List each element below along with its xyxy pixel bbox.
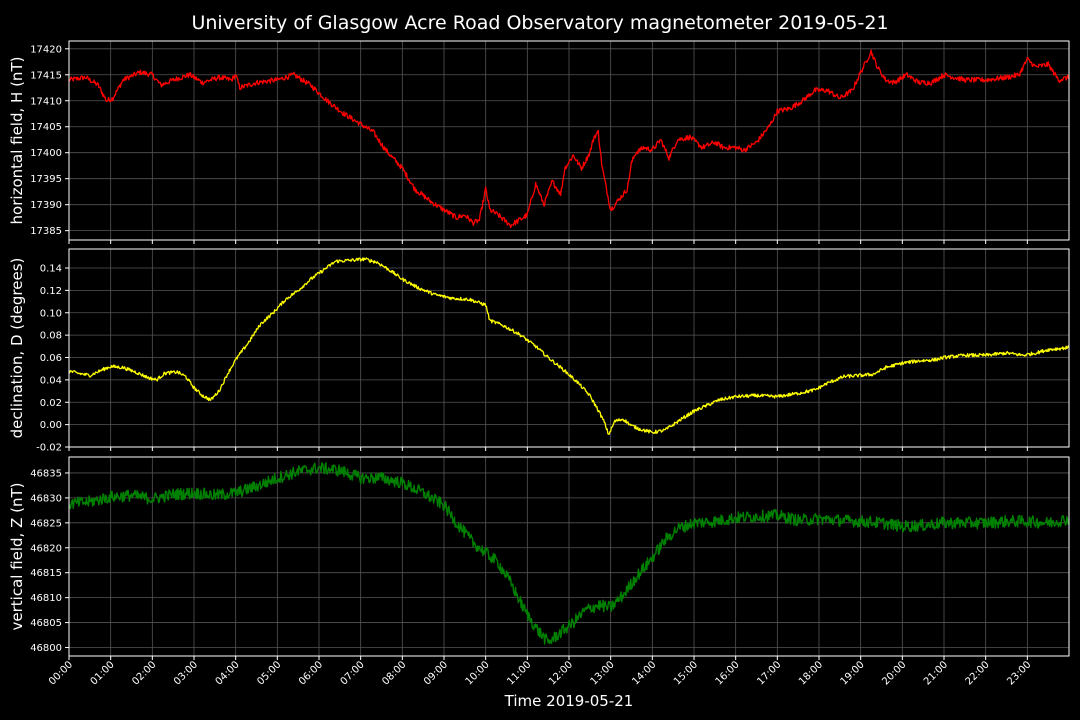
y-tick-label: 0.14 [40, 264, 62, 275]
y-tick-label: 46830 [30, 493, 62, 504]
y-tick-label: 17390 [30, 200, 62, 211]
y-tick-label: 17410 [30, 96, 62, 107]
y-tick-label: 0.10 [40, 308, 62, 319]
y-tick-label: 0.06 [40, 353, 62, 364]
y-tick-label: 0.00 [40, 420, 62, 431]
y-tick-label: 17385 [30, 226, 62, 237]
y-tick-label: 0.08 [40, 331, 62, 342]
panel-frame [68, 456, 1070, 657]
y-tick-label: 46800 [30, 643, 62, 654]
y-tick-label: 46835 [30, 468, 62, 479]
y-tick-label: 17405 [30, 122, 62, 133]
x-axis-label: Time 2019-05-21 [504, 692, 634, 710]
panel-frame [68, 248, 1070, 448]
y-tick-label: 17400 [30, 148, 62, 159]
y-tick-label: -0.02 [36, 443, 62, 454]
y-axis-label-2: declination, D (degrees) [8, 258, 26, 439]
series-line-3 [68, 462, 1070, 645]
y-axis-label-3: vertical field, Z (nT) [8, 482, 26, 630]
y-tick-label: 0.12 [40, 286, 62, 297]
series-line-2 [68, 257, 1070, 435]
y-axis-label-1: horizontal field, H (nT) [8, 57, 26, 225]
y-tick-label: 46805 [30, 618, 62, 629]
panel-frame [68, 40, 1070, 241]
y-tick-label: 0.04 [40, 375, 62, 386]
panel-1: 17385 17390 17395 17400 17405 17410 17415 17420… [8, 40, 1070, 244]
y-tick-label: 46810 [30, 593, 62, 604]
panel-2: -0.02 0.00 0.02 0.04 0.06 0.08 0.10 0.12 0.14 dec… [8, 248, 1070, 454]
y-tick-label: 46825 [30, 518, 62, 529]
series-line-1 [68, 49, 1070, 229]
y-tick-label: 17420 [30, 44, 62, 55]
panel-3: 46800 46805 46810 46815 46820 46825 46830 46835… [8, 456, 1070, 660]
y-tick-label: 17395 [30, 174, 62, 185]
y-tick-label: 17415 [30, 70, 62, 81]
y-tick-label: 46820 [30, 543, 62, 554]
chart-title: University of Glasgow Acre Road Observat… [191, 12, 888, 34]
y-tick-label: 0.02 [40, 398, 62, 409]
y-tick-label: 46815 [30, 568, 62, 579]
